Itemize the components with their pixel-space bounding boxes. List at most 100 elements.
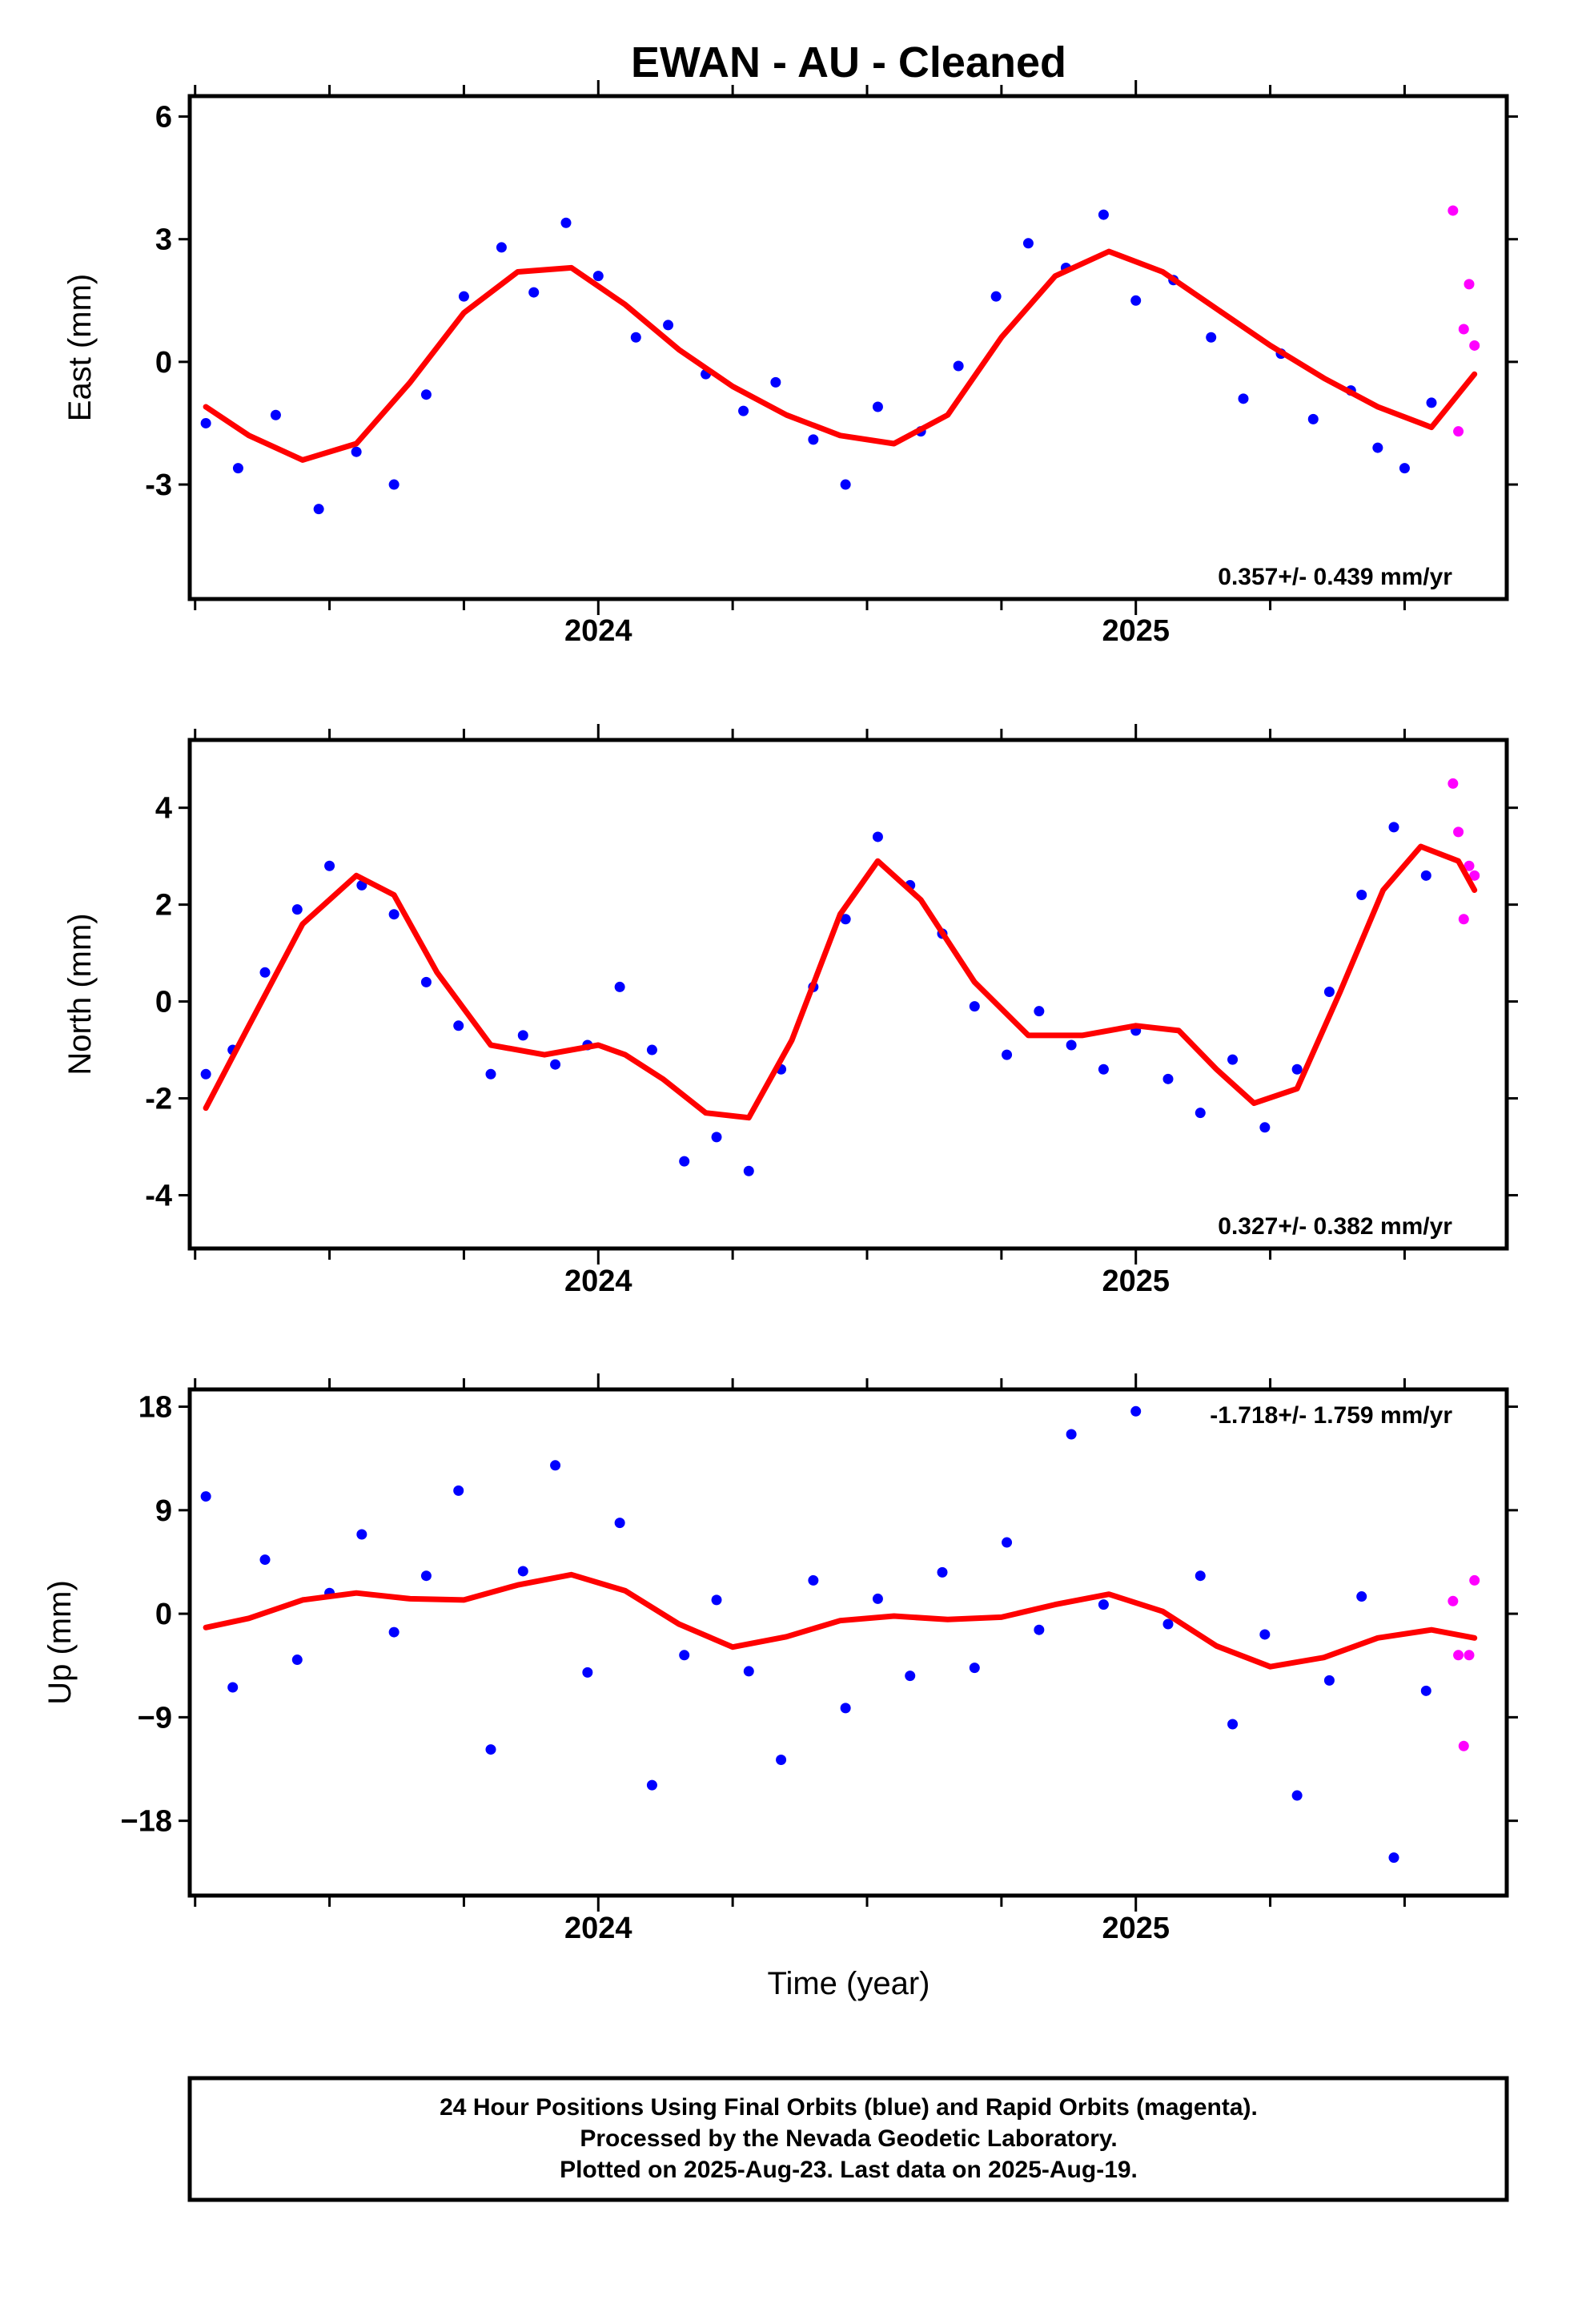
final-orbit-point	[313, 504, 324, 515]
final-orbit-point	[560, 217, 572, 228]
final-orbit-point	[420, 1570, 432, 1582]
data-layer	[200, 1405, 1480, 1864]
final-orbit-point	[646, 1779, 657, 1791]
final-orbit-point	[200, 417, 211, 428]
footer-box	[187, 2076, 1509, 2202]
final-orbit-point	[1162, 1073, 1174, 1084]
final-orbit-point	[1291, 1063, 1303, 1075]
final-orbit-point	[420, 976, 432, 987]
final-orbit-point	[496, 242, 507, 253]
y-tick-label: 2	[155, 889, 172, 923]
final-orbit-point	[1227, 1054, 1239, 1065]
final-orbit-point	[840, 1703, 851, 1714]
chart-title: EWAN - AU - Cleaned	[631, 38, 1066, 86]
final-orbit-point	[1130, 295, 1142, 306]
final-orbit-point	[528, 287, 540, 298]
final-orbit-point	[743, 1666, 754, 1677]
rate-label: 0.327+/- 0.382 mm/yr	[1218, 1213, 1452, 1240]
final-orbit-point	[743, 1165, 754, 1176]
y-tick-label: 3	[155, 223, 172, 257]
final-orbit-point	[582, 1667, 593, 1678]
rapid-orbit-point	[1469, 870, 1480, 881]
final-orbit-point	[1323, 986, 1335, 997]
final-orbit-point	[808, 1574, 819, 1586]
final-orbit-point	[937, 1566, 948, 1578]
final-orbit-point	[550, 1460, 561, 1471]
final-orbit-point	[453, 1485, 464, 1496]
x-axis-label: Time (year)	[768, 1966, 930, 2001]
panels: -3 0 3 6 2024 2025 East (mm) 0.357+/- 0.439 mm/…	[42, 80, 1518, 1945]
y-tick-label: −18	[121, 1805, 172, 1839]
final-orbit-point	[485, 1744, 496, 1755]
rapid-orbit-point	[1453, 426, 1464, 437]
final-orbit-point	[1420, 870, 1431, 881]
rapid-orbit-point	[1447, 778, 1459, 789]
final-orbit-point	[550, 1059, 561, 1070]
footer-line-2: Processed by the Nevada Geodetic Laborat…	[580, 2125, 1117, 2152]
rapid-orbit-point	[1447, 1595, 1459, 1606]
final-orbit-point	[969, 1001, 980, 1012]
final-orbit-point	[738, 405, 749, 416]
final-orbit-point	[1206, 332, 1217, 343]
final-orbit-point	[227, 1682, 239, 1693]
rate-label: 0.357+/- 0.439 mm/yr	[1218, 564, 1452, 590]
final-orbit-point	[1238, 393, 1249, 404]
fit-curve	[203, 1571, 1478, 1670]
final-orbit-point	[840, 914, 851, 925]
final-orbit-point	[969, 1663, 980, 1674]
final-orbit-point	[1195, 1108, 1206, 1119]
data-layer	[200, 778, 1480, 1176]
final-orbit-point	[1259, 1629, 1271, 1640]
final-orbit-point	[259, 967, 271, 978]
final-orbit-point	[953, 360, 964, 372]
final-orbit-point	[388, 479, 400, 490]
final-orbit-point	[679, 1156, 690, 1167]
rapid-orbit-point	[1458, 324, 1469, 335]
final-orbit-point	[592, 271, 604, 282]
final-orbit-point	[1162, 1618, 1174, 1630]
final-orbit-point	[1323, 1675, 1335, 1686]
final-orbit-point	[711, 1132, 722, 1143]
final-orbit-point	[291, 904, 303, 915]
final-orbit-point	[458, 291, 469, 302]
final-orbit-point	[1098, 1599, 1109, 1610]
final-orbit-point	[453, 1020, 464, 1031]
plot-frame	[187, 738, 1509, 1251]
final-orbit-point	[1130, 1405, 1142, 1417]
footer-line-1: 24 Hour Positions Using Final Orbits (bl…	[440, 2094, 1258, 2121]
y-tick-label: 18	[139, 1391, 172, 1425]
final-orbit-point	[905, 1671, 916, 1682]
final-orbit-point	[1066, 1429, 1077, 1440]
final-orbit-point	[1388, 1852, 1399, 1864]
final-orbit-point	[356, 1529, 367, 1540]
final-orbit-point	[1098, 209, 1109, 220]
final-orbit-point	[711, 1594, 722, 1606]
final-orbit-point	[614, 1518, 625, 1529]
final-orbit-point	[1066, 1039, 1077, 1051]
y-axis-label: North (mm)	[62, 913, 98, 1075]
panel-3: −18 −9 0 9 18 2024 2025 Up (mm) -1.718+/- 1.759 …	[42, 1373, 1518, 1945]
final-orbit-point	[485, 1068, 496, 1080]
final-orbit-point	[1420, 1685, 1431, 1696]
y-tick-label: 0	[155, 1598, 172, 1631]
rate-label: -1.718+/- 1.759 mm/yr	[1210, 1402, 1452, 1429]
plot-frame	[187, 1387, 1509, 1898]
final-orbit-point	[200, 1068, 211, 1080]
final-orbit-point	[270, 409, 281, 420]
final-orbit-point	[1399, 463, 1410, 474]
final-orbit-point	[1002, 1537, 1013, 1548]
x-tick-label: 2025	[1102, 1265, 1170, 1298]
x-tick-label: 2024	[564, 1265, 632, 1298]
final-orbit-point	[1291, 1790, 1303, 1801]
final-orbit-point	[663, 320, 674, 331]
x-tick-label: 2024	[564, 1912, 632, 1945]
final-orbit-point	[388, 909, 400, 920]
final-orbit-point	[351, 446, 362, 457]
final-orbit-point	[232, 463, 243, 474]
fit-curve	[203, 248, 1478, 463]
y-axis-label: Up (mm)	[42, 1580, 78, 1705]
final-orbit-point	[990, 291, 1002, 302]
y-tick-label: 0	[155, 346, 172, 380]
y-tick-label: -2	[145, 1083, 172, 1116]
